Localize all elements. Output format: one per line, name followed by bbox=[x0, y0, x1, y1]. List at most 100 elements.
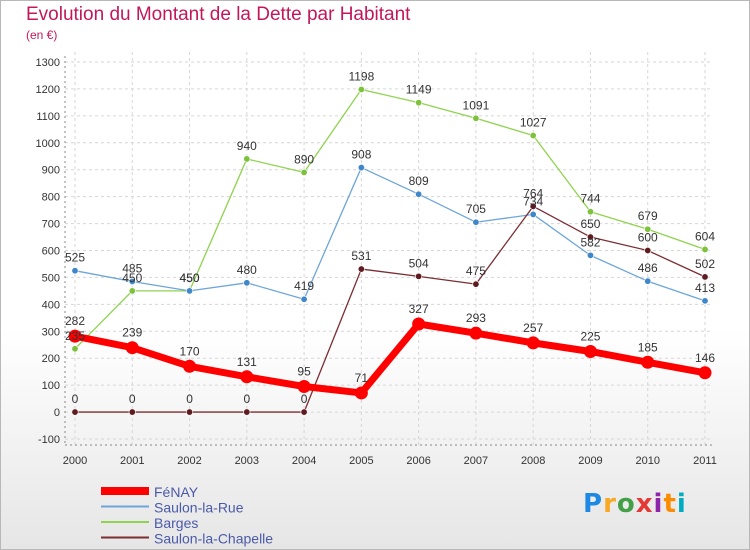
data-label-saulon-la-rue: 705 bbox=[466, 202, 486, 216]
point-fenay bbox=[641, 355, 655, 369]
point-saulon-la-chapelle bbox=[128, 408, 136, 416]
data-label-barges: 1198 bbox=[348, 69, 374, 83]
logo-letter: r bbox=[603, 489, 617, 519]
data-label-fenay: 239 bbox=[122, 326, 142, 340]
series-layer bbox=[68, 85, 712, 416]
x-tick-label: 2001 bbox=[120, 455, 144, 467]
y-tick-label: 600 bbox=[42, 246, 60, 258]
point-fenay bbox=[125, 341, 139, 355]
data-label-barges: 940 bbox=[237, 139, 257, 153]
data-label-fenay: 146 bbox=[695, 351, 715, 365]
legend-label-barges: Barges bbox=[154, 515, 198, 531]
data-label-fenay: 257 bbox=[523, 321, 543, 335]
point-saulon-la-rue bbox=[300, 295, 308, 303]
point-fenay bbox=[68, 329, 82, 343]
point-barges bbox=[128, 287, 136, 295]
point-fenay bbox=[698, 366, 712, 380]
point-saulon-la-rue bbox=[357, 164, 365, 172]
grid bbox=[65, 52, 713, 445]
y-tick-label: 800 bbox=[42, 192, 60, 204]
y-tick-label: 1200 bbox=[36, 84, 60, 96]
point-barges bbox=[71, 345, 79, 353]
point-saulon-la-chapelle bbox=[186, 408, 194, 416]
logo-letter: i bbox=[653, 489, 664, 519]
y-tick-label: 1100 bbox=[36, 111, 60, 123]
point-saulon-la-rue bbox=[186, 287, 194, 295]
x-tick-label: 2004 bbox=[292, 455, 316, 467]
data-label-barges: 450 bbox=[122, 271, 142, 285]
data-label-saulon-la-rue: 582 bbox=[580, 235, 600, 249]
point-barges bbox=[701, 245, 709, 253]
legend-label-fenay: FéNAY bbox=[154, 484, 199, 500]
data-label-saulon-la-chapelle: 0 bbox=[243, 392, 250, 406]
x-tick-label: 2010 bbox=[635, 455, 659, 467]
point-saulon-la-rue bbox=[128, 277, 136, 285]
data-label-saulon-la-rue: 450 bbox=[180, 271, 200, 285]
data-label-saulon-la-chapelle: 0 bbox=[129, 392, 136, 406]
data-label-fenay: 95 bbox=[297, 364, 311, 378]
series-line-saulon-la-rue bbox=[74, 166, 706, 302]
point-saulon-la-chapelle bbox=[644, 247, 652, 255]
x-tick-label: 2007 bbox=[464, 455, 488, 467]
legend-label-saulon-la-chapelle: Saulon-la-Chapelle bbox=[154, 531, 273, 547]
data-label-barges: 744 bbox=[580, 192, 600, 206]
data-label-barges: 450 bbox=[180, 271, 200, 285]
point-fenay bbox=[469, 326, 483, 340]
y-tick-label: 400 bbox=[42, 299, 60, 311]
series-line-barges bbox=[74, 88, 706, 350]
data-label-fenay: 293 bbox=[466, 311, 486, 325]
point-saulon-la-rue bbox=[701, 297, 709, 305]
data-label-saulon-la-rue: 480 bbox=[237, 263, 257, 277]
data-label-saulon-la-rue: 525 bbox=[65, 251, 85, 265]
point-fenay bbox=[240, 370, 254, 384]
x-tick-label: 2006 bbox=[406, 455, 430, 467]
y-tick-label: 300 bbox=[42, 326, 60, 338]
point-barges bbox=[357, 85, 365, 93]
y-tick-label: 1300 bbox=[36, 57, 60, 69]
data-label-barges: 604 bbox=[695, 229, 715, 243]
data-label-barges: 235 bbox=[65, 329, 85, 343]
point-barges bbox=[644, 225, 652, 233]
logo-letter: x bbox=[635, 489, 654, 519]
data-label-saulon-la-rue: 908 bbox=[351, 148, 371, 162]
data-label-saulon-la-rue: 486 bbox=[638, 261, 658, 275]
data-label-saulon-la-chapelle: 600 bbox=[638, 231, 658, 245]
chart-subtitle: (en €) bbox=[26, 28, 58, 42]
data-label-fenay: 170 bbox=[180, 344, 200, 358]
y-tick-label: 100 bbox=[42, 380, 60, 392]
y-tick-label: 900 bbox=[42, 165, 60, 177]
point-saulon-la-rue bbox=[644, 277, 652, 285]
data-label-fenay: 225 bbox=[580, 329, 600, 343]
point-barges bbox=[472, 114, 480, 122]
point-saulon-la-chapelle bbox=[357, 265, 365, 273]
point-saulon-la-chapelle bbox=[71, 408, 79, 416]
data-label-barges: 1027 bbox=[520, 116, 547, 130]
data-label-saulon-la-chapelle: 0 bbox=[301, 392, 308, 406]
x-tick-label: 2002 bbox=[177, 455, 201, 467]
data-label-fenay: 282 bbox=[65, 314, 85, 328]
data-label-fenay: 71 bbox=[355, 371, 369, 385]
chart-title: Evolution du Montant de la Dette par Hab… bbox=[26, 4, 411, 25]
x-tick-label: 2011 bbox=[693, 455, 717, 467]
data-label-saulon-la-chapelle: 502 bbox=[695, 257, 715, 271]
point-saulon-la-chapelle bbox=[529, 202, 537, 210]
point-saulon-la-chapelle bbox=[415, 272, 423, 280]
x-tick-label: 2005 bbox=[349, 455, 373, 467]
x-tick-label: 2003 bbox=[235, 455, 259, 467]
point-saulon-la-chapelle bbox=[300, 408, 308, 416]
point-barges bbox=[586, 208, 594, 216]
data-label-barges: 1149 bbox=[406, 83, 432, 97]
point-saulon-la-chapelle bbox=[586, 233, 594, 241]
point-fenay bbox=[183, 359, 197, 373]
logo-letter: o bbox=[616, 489, 636, 519]
point-saulon-la-rue bbox=[586, 251, 594, 259]
data-labels: 235 450 450 940 890 1198 1149 1091 1027 744 679 604… bbox=[65, 69, 715, 406]
x-tick-label: 2009 bbox=[578, 455, 602, 467]
logo-letter: P bbox=[583, 489, 604, 519]
data-label-fenay: 185 bbox=[638, 340, 658, 354]
y-tick-label: 1000 bbox=[36, 138, 60, 150]
point-saulon-la-rue bbox=[472, 218, 480, 226]
data-label-fenay: 131 bbox=[237, 355, 257, 369]
